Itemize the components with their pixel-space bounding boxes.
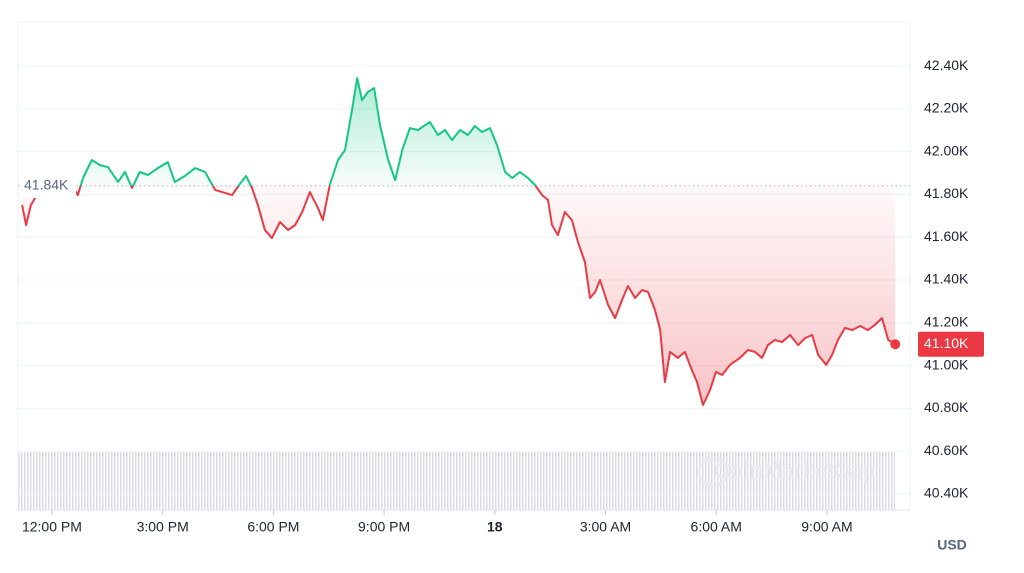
y-tick-label: 42.40K [924,57,969,73]
last-price-label: 41.10K [924,335,969,351]
x-tick-label: 6:00 AM [691,519,742,535]
y-axis-label: USD [937,537,967,553]
x-tick-label: 3:00 PM [137,519,189,535]
watermark-logo [697,456,729,488]
y-tick-label: 41.80K [924,185,969,201]
y-tick-label: 41.60K [924,228,969,244]
x-tick-label: 12:00 PM [22,519,82,535]
last-point [890,339,901,350]
y-tick-label: 41.40K [924,271,969,287]
y-tick-label: 41.20K [924,314,969,330]
price-area [22,78,896,405]
x-tick-label: 9:00 AM [801,519,852,535]
last-price-box [918,331,984,357]
x-tick-label: 9:00 PM [358,519,410,535]
x-tick-label: 3:00 AM [580,519,631,535]
reference-label-bg [20,173,76,198]
price-line [21,77,896,406]
volume-band [18,452,895,510]
y-tick-label: 40.60K [924,442,969,458]
y-tick-label: 42.00K [924,142,969,158]
x-tick-label: 6:00 PM [247,519,299,535]
watermark: CoinMarketCap [714,458,875,483]
y-tick-label: 40.40K [924,485,969,501]
x-tick-label: 18 [487,519,503,535]
y-tick-label: 41.00K [924,356,969,372]
reference-label: 41.84K [24,177,69,193]
y-tick-label: 40.80K [924,399,969,415]
y-tick-label: 42.20K [924,100,969,116]
